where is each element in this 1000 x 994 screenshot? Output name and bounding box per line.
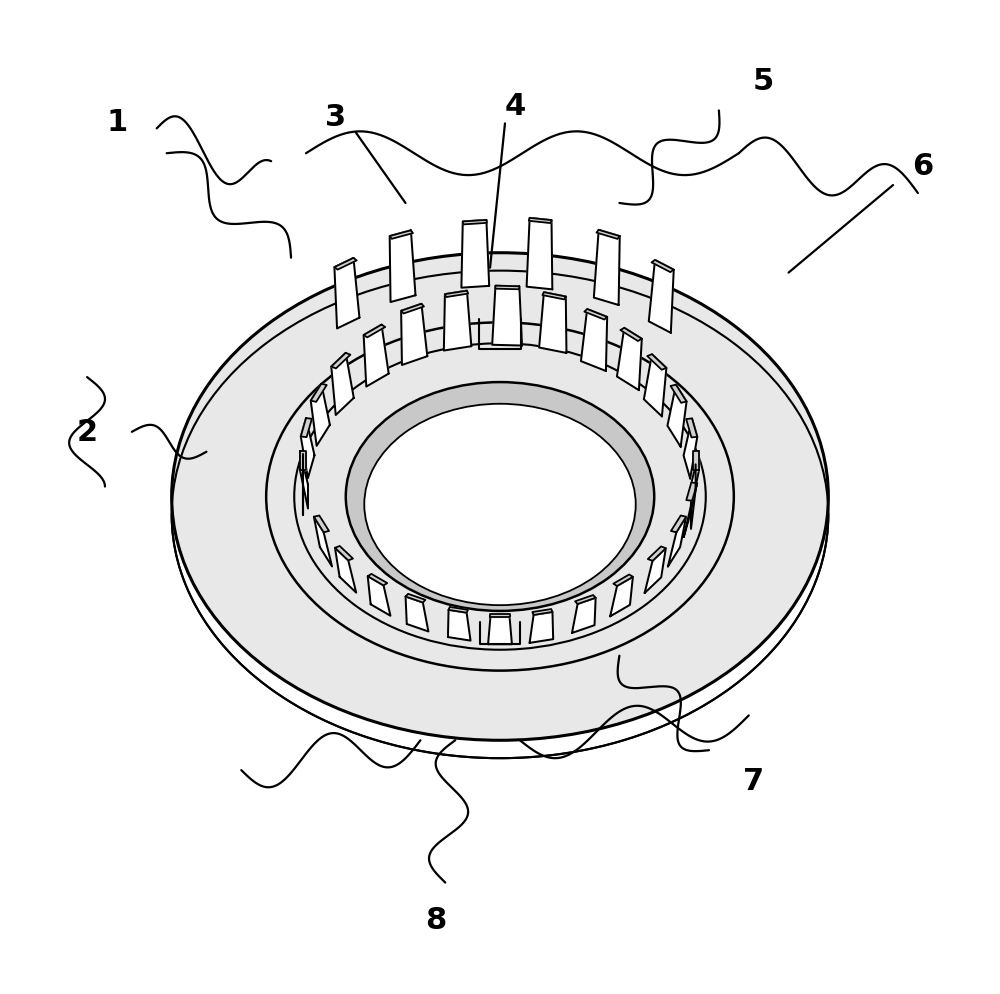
Polygon shape — [529, 219, 552, 224]
Polygon shape — [311, 385, 327, 403]
Polygon shape — [490, 614, 510, 617]
Polygon shape — [667, 386, 687, 447]
Polygon shape — [671, 386, 687, 404]
Polygon shape — [684, 484, 697, 538]
Polygon shape — [572, 598, 596, 633]
Polygon shape — [334, 258, 359, 329]
Polygon shape — [648, 547, 666, 562]
Polygon shape — [686, 419, 697, 438]
Text: 5: 5 — [753, 67, 774, 96]
Polygon shape — [539, 293, 566, 354]
Text: 3: 3 — [325, 102, 346, 132]
Polygon shape — [495, 286, 519, 290]
Polygon shape — [461, 221, 489, 288]
Polygon shape — [596, 231, 620, 240]
Polygon shape — [684, 419, 697, 479]
Polygon shape — [647, 355, 666, 371]
Polygon shape — [390, 231, 415, 303]
Polygon shape — [581, 310, 607, 372]
Polygon shape — [401, 304, 427, 366]
Polygon shape — [444, 291, 471, 351]
Polygon shape — [334, 258, 357, 270]
Polygon shape — [584, 310, 607, 320]
Polygon shape — [575, 595, 596, 604]
Polygon shape — [314, 516, 329, 533]
Text: 6: 6 — [912, 151, 934, 181]
Polygon shape — [445, 291, 468, 298]
Polygon shape — [492, 286, 522, 346]
Polygon shape — [364, 325, 385, 338]
Polygon shape — [311, 385, 330, 446]
Text: 1: 1 — [106, 107, 128, 137]
Text: 2: 2 — [77, 417, 98, 447]
Polygon shape — [463, 221, 487, 226]
Ellipse shape — [346, 383, 654, 611]
Polygon shape — [301, 418, 312, 437]
Polygon shape — [668, 517, 686, 567]
Text: 8: 8 — [425, 905, 446, 934]
Polygon shape — [488, 617, 512, 644]
Polygon shape — [401, 304, 424, 314]
Polygon shape — [532, 609, 552, 615]
Polygon shape — [527, 219, 552, 290]
Polygon shape — [406, 597, 428, 632]
Polygon shape — [542, 293, 566, 300]
Polygon shape — [617, 328, 642, 391]
Polygon shape — [530, 612, 553, 643]
Polygon shape — [331, 354, 350, 369]
Polygon shape — [300, 451, 308, 509]
Polygon shape — [335, 549, 356, 593]
Text: 4: 4 — [504, 91, 526, 121]
Polygon shape — [331, 354, 354, 415]
Polygon shape — [364, 325, 389, 388]
Polygon shape — [300, 451, 306, 471]
Polygon shape — [368, 575, 387, 585]
Polygon shape — [686, 483, 697, 501]
Polygon shape — [335, 547, 353, 561]
Polygon shape — [449, 607, 468, 613]
Text: 7: 7 — [743, 765, 764, 795]
Polygon shape — [368, 577, 390, 616]
Polygon shape — [691, 451, 699, 509]
Polygon shape — [649, 260, 674, 333]
Polygon shape — [610, 578, 633, 616]
Polygon shape — [671, 516, 686, 533]
Polygon shape — [448, 610, 471, 641]
Polygon shape — [644, 355, 666, 416]
Polygon shape — [620, 328, 642, 342]
Ellipse shape — [172, 253, 828, 741]
Polygon shape — [693, 451, 699, 471]
Polygon shape — [301, 418, 314, 479]
Polygon shape — [390, 231, 413, 240]
Polygon shape — [652, 260, 674, 272]
Polygon shape — [314, 517, 332, 567]
Polygon shape — [406, 594, 425, 603]
Polygon shape — [645, 549, 666, 593]
Ellipse shape — [364, 405, 636, 605]
Polygon shape — [613, 575, 633, 586]
Polygon shape — [594, 231, 620, 306]
